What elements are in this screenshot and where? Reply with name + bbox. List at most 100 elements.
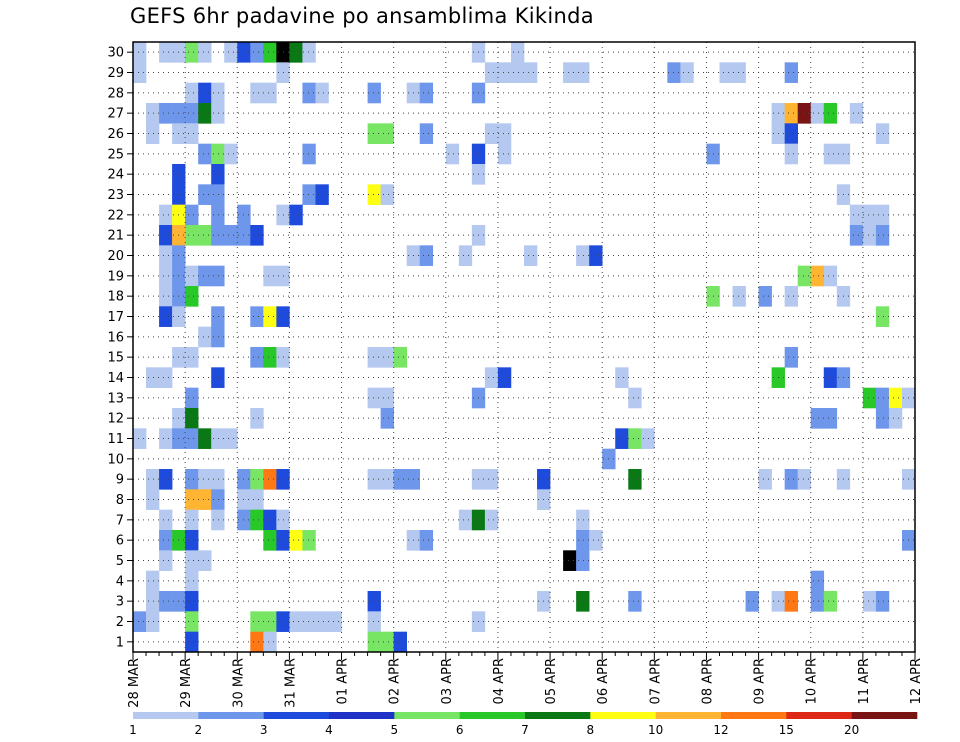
heatmap-cell [198,184,212,205]
heatmap-cell [875,306,890,327]
heatmap-cell [458,245,473,266]
heatmap-cell [185,225,199,246]
heatmap-cell [758,286,772,307]
y-tick-label: 2 [116,615,124,630]
heatmap-cell [159,509,173,531]
heatmap-cell [823,408,838,429]
heatmap-cell [159,530,173,551]
heatmap-cell [315,184,329,205]
y-tick-label: 28 [107,86,124,101]
heatmap-cell [198,42,212,63]
heatmap-cell [810,265,825,287]
heatmap-cell [198,103,212,124]
x-tick-label: 30 MAR [231,658,246,708]
colorbar-label: 12 [713,723,728,737]
heatmap-cell [641,428,655,449]
colorbar-swatch [851,712,918,719]
heatmap-cell [367,631,381,653]
y-tick-label: 18 [107,290,124,305]
heatmap-cell [250,611,264,632]
colorbar-label: 10 [648,723,663,737]
heatmap-cell [159,428,173,449]
heatmap-cell [862,387,877,409]
heatmap-cell [628,591,642,612]
heatmap-cell [510,42,525,63]
heatmap-cell [146,469,160,490]
heatmap-cell [211,143,225,165]
x-axis-ticks: 28 MAR 29 MAR 30 MAR 31 MAR 01 APR 02 APR 03 A… [127,652,924,708]
heatmap-cell [849,204,864,226]
heatmap-cell [224,428,238,449]
heatmap-cell [185,408,199,429]
heatmap-cell [589,245,603,266]
heatmap-cell [315,611,329,632]
heatmap-cell [784,591,798,612]
heatmap-cell [146,103,160,124]
heatmap-cell [159,103,173,124]
heatmap-cell [484,62,499,83]
heatmap-cell [185,550,199,571]
colorbar-swatch [721,712,787,719]
heatmap-cell [576,530,590,551]
heatmap-cell [875,408,890,429]
x-tick-label: 05 APR [544,658,559,704]
heatmap-cell [315,82,329,104]
heatmap-cell [198,265,212,287]
heatmap-cell [849,225,864,246]
x-tick-label: 06 APR [596,658,611,704]
heatmap-cell [862,225,877,246]
heatmap-cell [419,530,434,551]
x-tick-label: 11 APR [857,658,872,704]
y-tick-label: 9 [116,473,124,488]
heatmap-cell [823,103,838,124]
heatmap-cell [263,509,277,531]
heatmap-cell [185,570,199,592]
heatmap-cell [185,347,199,368]
heatmap-cell [263,42,277,63]
heatmap-cell [576,591,590,612]
heatmap-cell [810,591,825,612]
y-tick-label: 15 [107,351,124,366]
heatmap-cell [888,387,903,409]
heatmap-cell [263,306,277,327]
heatmap-cell [484,123,499,144]
colorbar-swatch [786,712,852,719]
colorbar-swatch [590,712,656,719]
heatmap-cell [784,347,798,368]
heatmap-cell [849,103,864,124]
heatmap-cell [146,611,160,632]
heatmap-cell [367,82,381,104]
heatmap-cell [393,347,407,368]
y-tick-label: 29 [107,66,124,81]
heatmap-cell [159,550,173,571]
y-tick-label: 14 [107,371,124,386]
y-tick-label: 22 [107,208,124,223]
heatmap-cell [159,469,173,490]
heatmap-cell [211,204,225,226]
heatmap-cell [133,62,147,83]
heatmap-cell [419,82,434,104]
heatmap-cell [875,225,890,246]
heatmap-cell [211,489,225,510]
heatmap-cell [784,286,798,307]
heatmap-cell [797,103,812,124]
heatmap-cell [875,204,890,226]
heatmap-cell [302,611,316,632]
heatmap-cell [393,631,407,653]
heatmap-cell [211,164,225,185]
heatmap-cell [797,265,812,287]
heatmap-cell [367,123,381,144]
heatmap-cell [497,143,512,165]
heatmap-cell [797,469,812,490]
heatmap-cell [380,387,394,409]
heatmap-cell [719,62,733,83]
heatmap-cell [146,367,160,388]
heatmap-cell [367,611,381,632]
heatmap-cell [185,42,199,63]
x-tick-label: 02 APR [388,658,403,704]
heatmap-cell [458,509,473,531]
heatmap-cell [823,265,838,287]
heatmap-cell [185,387,199,409]
x-tick-label: 08 APR [701,658,716,704]
colorbar-label: 15 [779,723,794,737]
